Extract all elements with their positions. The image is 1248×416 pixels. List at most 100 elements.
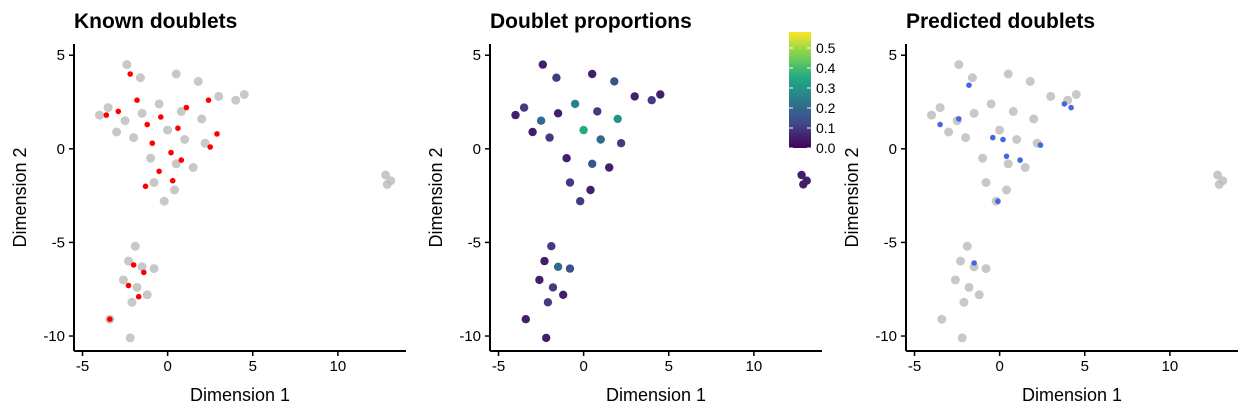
doublet-point xyxy=(971,260,977,266)
x-axis-label: Dimension 1 xyxy=(1022,385,1122,405)
cell-point xyxy=(548,283,558,292)
cell-point xyxy=(154,99,164,109)
doublet-point xyxy=(144,121,150,128)
cell-point xyxy=(214,91,224,101)
x-axis-label: Dimension 1 xyxy=(190,385,290,405)
doublet-point xyxy=(175,125,181,131)
x-tick-label: 0 xyxy=(579,358,587,375)
cell-point xyxy=(588,69,597,79)
doublet-point xyxy=(135,293,142,300)
cell-point xyxy=(231,95,241,105)
colorbar-label: 0.4 xyxy=(816,60,836,76)
doublet-point xyxy=(183,104,190,111)
cell-point xyxy=(120,116,130,126)
colorbar-label: 0.2 xyxy=(816,100,836,116)
cell-point xyxy=(1046,91,1056,101)
doublet-point xyxy=(156,168,162,175)
y-tick-label: -10 xyxy=(875,328,897,345)
doublet-point xyxy=(1000,136,1006,143)
y-tick-label: 5 xyxy=(57,47,65,64)
doublet-point xyxy=(937,121,943,128)
panel-title: Known doublets xyxy=(74,10,237,33)
cell-point xyxy=(927,110,936,120)
doublet-point xyxy=(168,149,174,156)
y-tick-label: 0 xyxy=(57,141,65,158)
cell-point xyxy=(180,135,190,144)
cell-point xyxy=(797,170,806,180)
colorbar-gradient xyxy=(789,32,811,148)
cell-point xyxy=(552,73,561,82)
cell-point xyxy=(579,125,588,135)
cell-point xyxy=(200,138,210,148)
cell-point xyxy=(125,333,135,343)
cell-point xyxy=(1008,106,1018,116)
x-tick-label: -5 xyxy=(76,358,89,375)
points-layer xyxy=(927,60,1228,343)
doublet-point xyxy=(1003,153,1010,160)
cell-point xyxy=(129,133,139,143)
cell-point xyxy=(1025,76,1035,86)
cell-point xyxy=(1003,69,1013,79)
doublet-point xyxy=(149,140,156,146)
colorbar-label: 0.5 xyxy=(816,40,836,56)
x-tick-label: -5 xyxy=(908,358,921,375)
y-axis-label: Dimension 2 xyxy=(10,147,30,247)
cell-point xyxy=(605,163,614,172)
cell-point xyxy=(576,197,585,206)
cell-point xyxy=(170,185,179,195)
cell-point xyxy=(149,264,159,274)
cell-point xyxy=(613,114,622,124)
cell-point xyxy=(171,159,181,169)
doublet-point xyxy=(103,112,110,118)
panel-1: Known doublets -5 0 5 10 5 0 -5 -10 Dimension 1 Di… xyxy=(10,10,406,405)
x-tick-label: 10 xyxy=(746,358,763,375)
colorbar-label: 0.1 xyxy=(816,120,836,136)
cell-point xyxy=(957,333,967,343)
cell-point xyxy=(118,275,128,285)
cell-point xyxy=(630,92,639,101)
y-tick-label: -5 xyxy=(52,234,65,251)
cell-point xyxy=(969,108,979,118)
panel-title: Predicted doublets xyxy=(906,10,1095,33)
x-tick-label: 10 xyxy=(330,358,347,375)
cell-point xyxy=(1029,114,1039,124)
cell-point xyxy=(382,179,392,189)
colorbar-label: 0.3 xyxy=(816,80,836,96)
cell-point xyxy=(995,125,1005,135)
doublet-point xyxy=(1068,104,1074,111)
doublet-point xyxy=(134,97,140,103)
doublet-point xyxy=(178,157,185,163)
cell-point xyxy=(171,69,181,79)
cell-point xyxy=(528,127,537,137)
cell-point xyxy=(193,76,203,86)
cell-point xyxy=(1002,185,1011,195)
cell-point xyxy=(562,154,571,163)
cell-point xyxy=(944,127,954,137)
cell-point xyxy=(146,153,156,163)
cell-point xyxy=(954,60,964,70)
cell-point xyxy=(565,178,575,187)
cell-point xyxy=(519,103,529,112)
cell-point xyxy=(112,127,122,137)
cell-point xyxy=(542,333,551,343)
cell-point xyxy=(521,315,530,324)
cell-point xyxy=(511,110,520,120)
cell-point xyxy=(553,109,563,118)
cell-point xyxy=(545,133,554,142)
doublet-point xyxy=(158,114,164,120)
cell-point xyxy=(103,103,113,113)
doublet-point xyxy=(130,262,137,268)
cell-point xyxy=(935,103,945,113)
y-tick-label: 0 xyxy=(473,141,481,158)
y-tick-label: -10 xyxy=(43,328,65,345)
cell-point xyxy=(962,241,972,251)
cell-point xyxy=(159,196,169,206)
cell-point xyxy=(981,264,991,274)
cell-point xyxy=(142,290,152,300)
doublet-point xyxy=(214,131,220,137)
cell-point xyxy=(986,99,996,109)
cell-point xyxy=(188,163,198,172)
cell-point xyxy=(588,159,597,168)
x-tick-label: -5 xyxy=(492,358,505,375)
x-axis-label: Dimension 1 xyxy=(606,385,706,405)
